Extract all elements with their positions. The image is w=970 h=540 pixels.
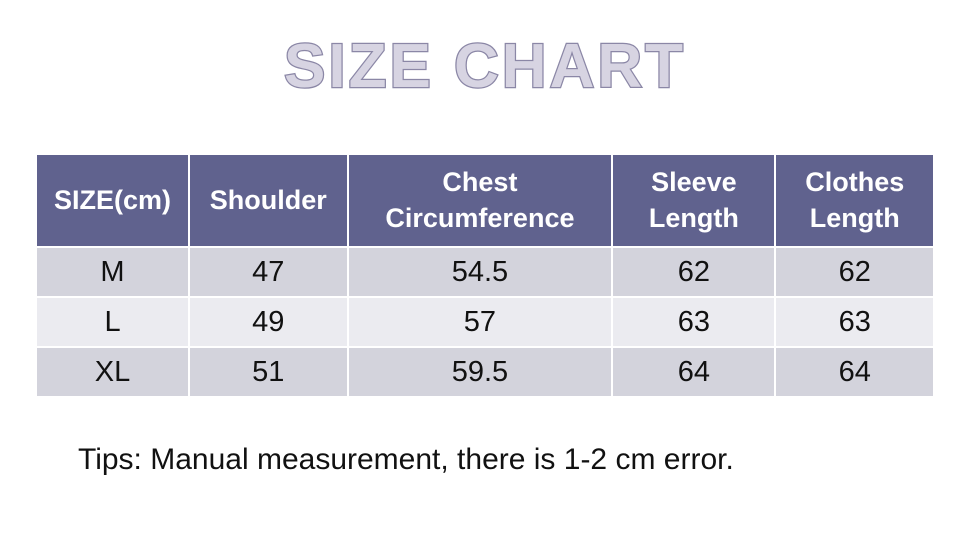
measurement-cell: 63 [611, 296, 777, 348]
table-body: M 47 54.5 62 62 L 49 57 63 63 XL 51 59.5 64 64 [34, 246, 935, 398]
column-header: SIZE(cm) [34, 153, 191, 248]
measurement-cell: 62 [611, 246, 777, 298]
column-header: Sleeve Length [611, 153, 777, 248]
measurement-cell: 51 [188, 346, 349, 398]
measurement-cell: 59.5 [346, 346, 614, 398]
measurement-cell: 64 [611, 346, 777, 398]
column-header: Clothes Length [774, 153, 935, 248]
measurement-cell: 54.5 [346, 246, 614, 298]
measurement-cell: 63 [774, 296, 935, 348]
measurement-cell: 57 [346, 296, 614, 348]
size-cell: L [34, 296, 191, 348]
measurement-cell: 62 [774, 246, 935, 298]
table-header-row: SIZE(cm) Shoulder Chest Circumference Sleev… [34, 153, 935, 248]
column-header: Shoulder [188, 153, 349, 248]
table-row: L 49 57 63 63 [34, 296, 935, 348]
table-row: XL 51 59.5 64 64 [34, 346, 935, 398]
size-cell: XL [34, 346, 191, 398]
page-title: SIZE CHART [283, 32, 686, 101]
size-chart-table: SIZE(cm) Shoulder Chest Circumference Sleev… [34, 153, 935, 398]
size-cell: M [34, 246, 191, 298]
measurement-cell: 47 [188, 246, 349, 298]
table-row: M 47 54.5 62 62 [34, 246, 935, 298]
measurement-cell: 49 [188, 296, 349, 348]
tips-text: Tips: Manual measurement, there is 1-2 c… [78, 443, 734, 476]
measurement-cell: 64 [774, 346, 935, 398]
table-header: SIZE(cm) Shoulder Chest Circumference Sleev… [34, 153, 935, 248]
column-header: Chest Circumference [346, 153, 614, 248]
